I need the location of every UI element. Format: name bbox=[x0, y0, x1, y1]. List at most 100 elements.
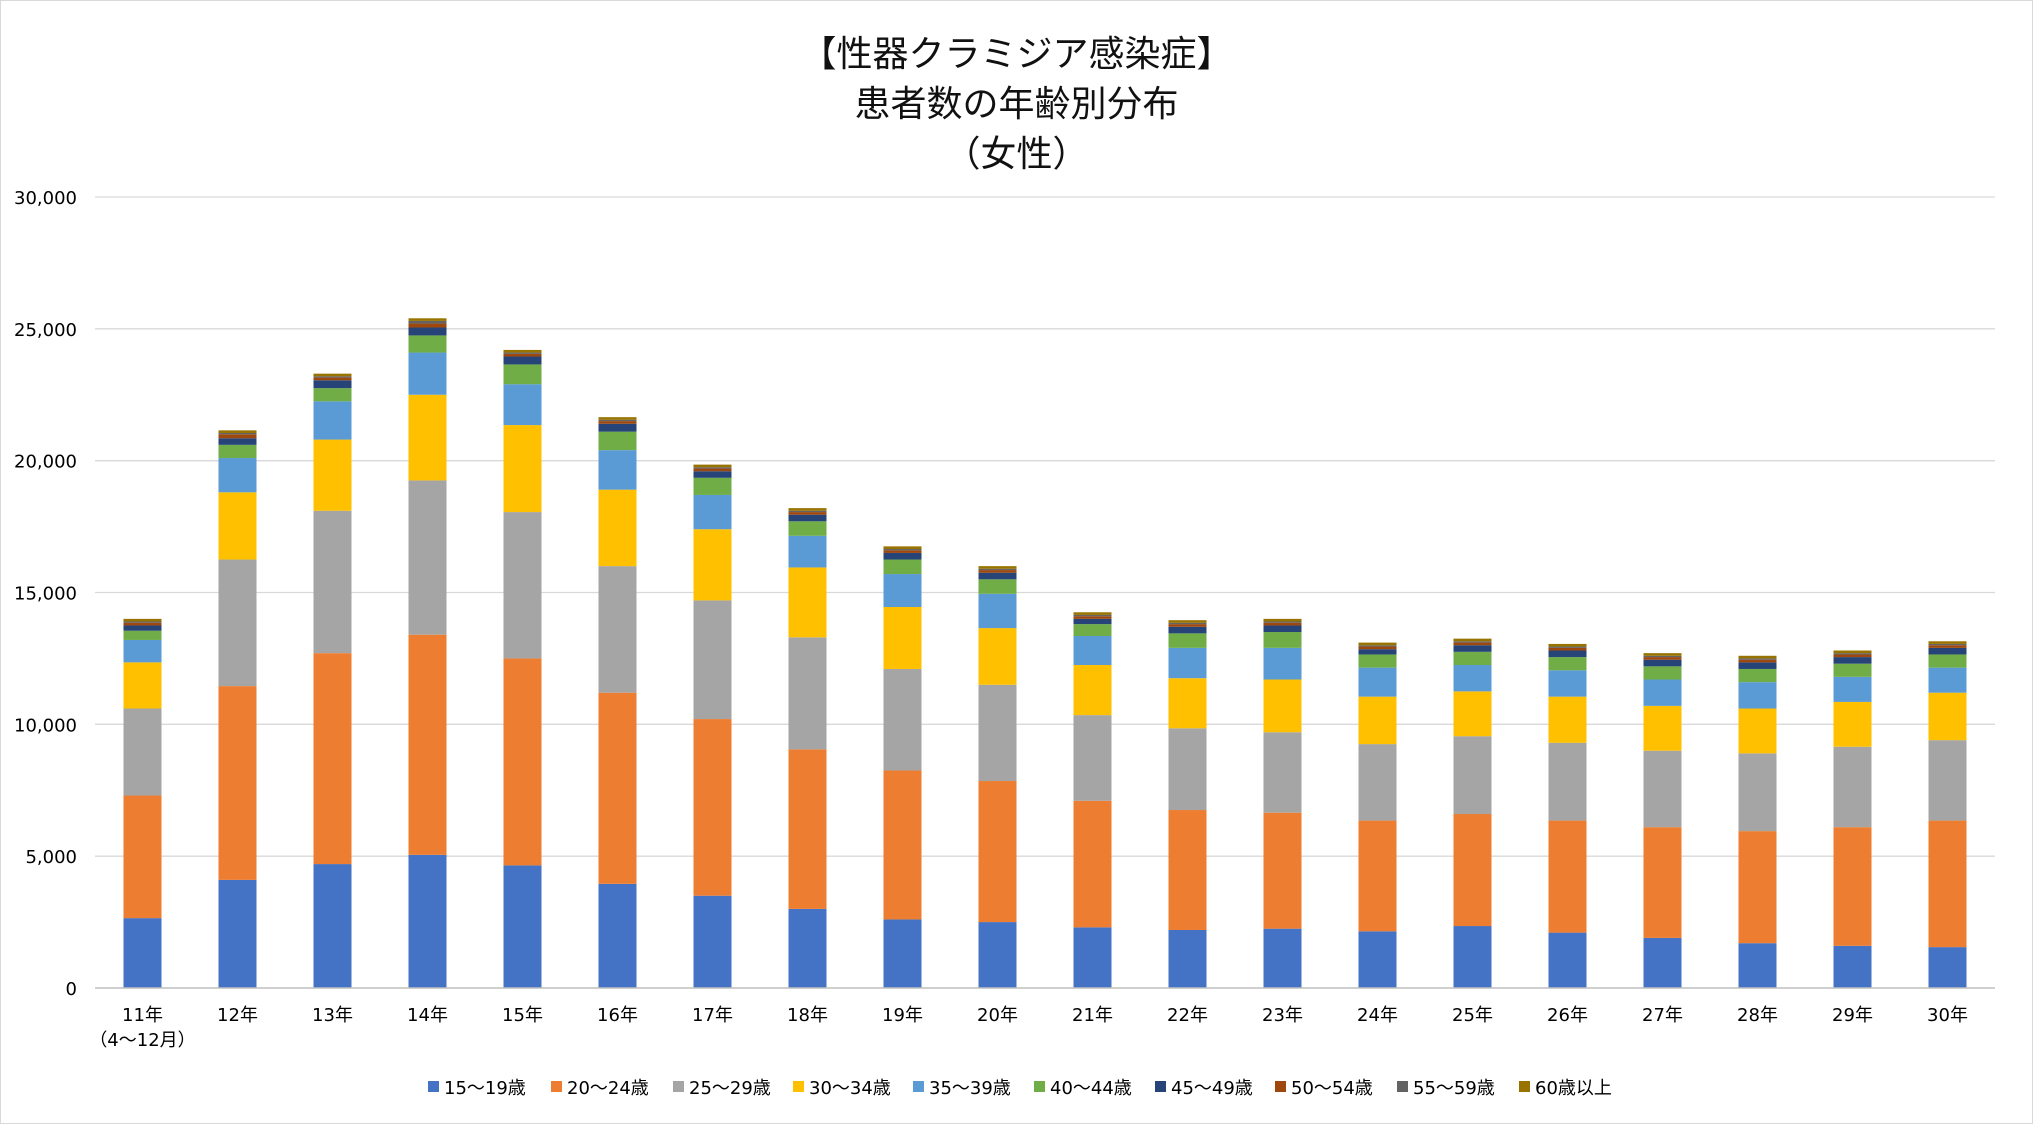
legend-label: 35～39歳 bbox=[929, 1078, 1011, 1099]
legend-swatch bbox=[551, 1081, 562, 1092]
bar-segment bbox=[883, 770, 922, 920]
bar-segment bbox=[218, 458, 257, 493]
bar-segment bbox=[598, 419, 637, 422]
bar-segment bbox=[123, 630, 162, 640]
bar-segment bbox=[1738, 659, 1777, 663]
x-tick-label: 25年 bbox=[1452, 1005, 1493, 1026]
bar-segment bbox=[978, 566, 1017, 569]
bar-segment bbox=[503, 865, 542, 988]
bar-segment bbox=[1643, 657, 1682, 660]
chart-title: 【性器クラミジア感染症】 患者数の年齢別分布 （女性） bbox=[0, 30, 2033, 180]
bar-segment bbox=[978, 579, 1017, 594]
bar-segment bbox=[1453, 665, 1492, 692]
bar-segment bbox=[598, 489, 637, 567]
bar-segment bbox=[1263, 679, 1302, 733]
bar-segment bbox=[693, 719, 732, 896]
bar-segment bbox=[1643, 659, 1682, 667]
bar-segment bbox=[978, 781, 1017, 923]
bar-segment bbox=[1073, 612, 1112, 615]
bar-segment bbox=[1928, 647, 1967, 655]
x-tick-label: 21年 bbox=[1072, 1005, 1113, 1026]
bar-segment bbox=[313, 376, 352, 378]
bar-segment bbox=[1643, 705, 1682, 751]
bar-segment bbox=[1358, 649, 1397, 655]
bar-segment bbox=[1643, 666, 1682, 680]
bar-segment bbox=[693, 467, 732, 469]
bar-segment bbox=[1833, 945, 1872, 988]
bar-segment bbox=[693, 477, 732, 495]
bar-segment bbox=[123, 625, 162, 631]
bar-segment bbox=[123, 795, 162, 919]
bar-segment bbox=[503, 356, 542, 365]
bar-segment bbox=[978, 628, 1017, 685]
bar-segment bbox=[1833, 650, 1872, 654]
bar-segment bbox=[1358, 645, 1397, 647]
bar-segment bbox=[598, 421, 637, 424]
bar-segment bbox=[883, 552, 922, 560]
legend-label: 40～44歳 bbox=[1050, 1078, 1132, 1099]
bar-segment bbox=[1263, 812, 1302, 929]
bar-segment bbox=[1928, 692, 1967, 741]
bar-segment bbox=[1928, 667, 1967, 693]
bar-segment bbox=[1263, 632, 1302, 648]
bar-segment bbox=[218, 434, 257, 439]
bar-segment bbox=[1073, 715, 1112, 801]
bar-segment bbox=[313, 864, 352, 988]
legend-label: 45～49歳 bbox=[1171, 1078, 1253, 1099]
bar-segment bbox=[1643, 653, 1682, 656]
bar-segment bbox=[503, 353, 542, 357]
y-tick-label: 15,000 bbox=[14, 584, 77, 605]
bar-segment bbox=[788, 567, 827, 638]
x-tick-label: 27年 bbox=[1642, 1005, 1683, 1026]
bar-segment bbox=[1548, 670, 1587, 697]
bar-segment bbox=[1453, 736, 1492, 814]
bar-segment bbox=[1263, 625, 1302, 633]
bar-segment bbox=[218, 430, 257, 433]
bar-segment bbox=[218, 432, 257, 435]
bar-segment bbox=[1263, 647, 1302, 680]
bars bbox=[123, 318, 1967, 988]
gridlines bbox=[95, 196, 1995, 857]
bar-segment bbox=[1643, 827, 1682, 938]
y-tick-label: 5,000 bbox=[25, 847, 77, 868]
bar-segment bbox=[788, 514, 827, 522]
bar-segment bbox=[788, 749, 827, 909]
bar-segment bbox=[1643, 679, 1682, 706]
bar-segment bbox=[1358, 820, 1397, 932]
x-tick-label: 18年 bbox=[787, 1005, 828, 1026]
bar-segment bbox=[1548, 650, 1587, 658]
bar-segment bbox=[1738, 655, 1777, 659]
x-tick-label: 12年 bbox=[217, 1005, 258, 1026]
bar-segment bbox=[1073, 927, 1112, 988]
bar-segment bbox=[503, 349, 542, 353]
legend: 15～19歳 20～24歳 25～29歳 30～34歳 35～39歳 40～44歳 45～4… bbox=[428, 1078, 1612, 1099]
bar-segment bbox=[1453, 691, 1492, 737]
bar-segment bbox=[1928, 947, 1967, 988]
x-tick-sublabel: （4～12月） bbox=[89, 1030, 195, 1051]
bar-segment bbox=[1453, 651, 1492, 666]
chart-title-line-1: 【性器クラミジア感染症】 bbox=[800, 34, 1233, 75]
chart-title-line-2: 患者数の年齢別分布 bbox=[854, 84, 1179, 125]
bar-segment bbox=[1548, 820, 1587, 933]
bar-segment bbox=[1738, 831, 1777, 944]
bar-segment bbox=[883, 574, 922, 608]
bar-segment bbox=[883, 607, 922, 669]
bar-segment bbox=[313, 373, 352, 377]
bar-segment bbox=[693, 471, 732, 478]
bar-segment bbox=[598, 883, 637, 988]
bar-segment bbox=[693, 895, 732, 988]
bar-segment bbox=[1168, 929, 1207, 988]
bar-segment bbox=[1548, 932, 1587, 988]
bar-segment bbox=[123, 639, 162, 663]
x-tick-label: 22年 bbox=[1167, 1005, 1208, 1026]
bar-segment bbox=[1833, 701, 1872, 747]
bar-segment bbox=[693, 529, 732, 601]
bar-segment bbox=[598, 423, 637, 432]
bar-segment bbox=[788, 521, 827, 536]
x-tick-label: 17年 bbox=[692, 1005, 733, 1026]
x-tick-label: 11年 bbox=[122, 1005, 163, 1026]
legend-swatch bbox=[1155, 1081, 1166, 1092]
x-tick-label: 26年 bbox=[1547, 1005, 1588, 1026]
bar-segment bbox=[503, 384, 542, 426]
bar-segment bbox=[1738, 658, 1777, 660]
